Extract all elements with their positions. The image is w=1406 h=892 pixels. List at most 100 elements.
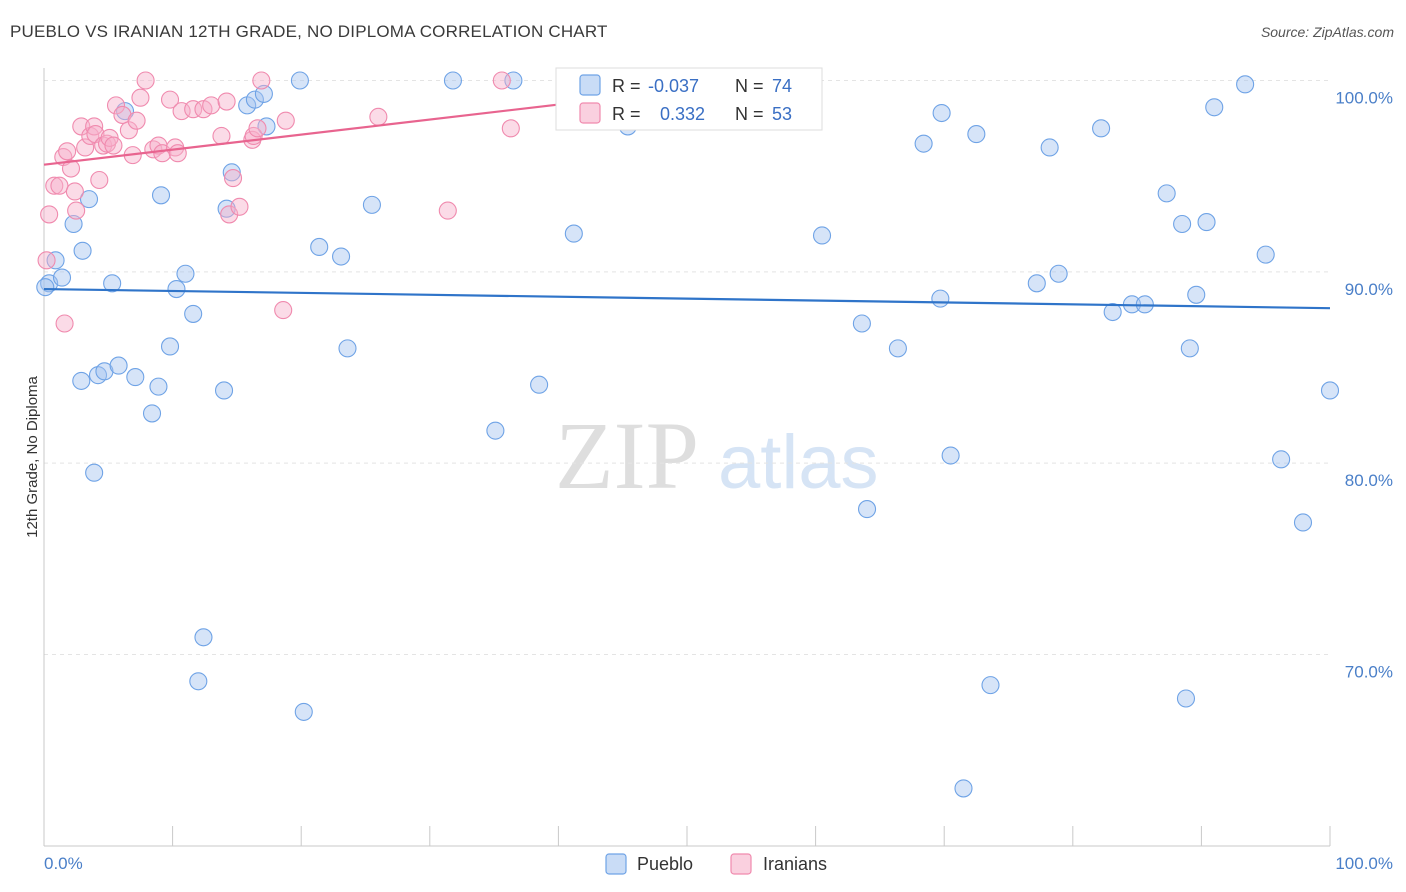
point-iranians (212, 126, 231, 146)
point-pueblo (176, 264, 195, 283)
point-pueblo (362, 195, 381, 214)
point-pueblo (1320, 381, 1340, 400)
point-pueblo (294, 702, 313, 721)
point-pueblo (954, 779, 973, 798)
point-pueblo (290, 71, 309, 90)
point-pueblo (1272, 450, 1291, 469)
point-pueblo (109, 356, 128, 375)
point-pueblo (245, 90, 264, 109)
legend-n-value-pueblo: 74 (772, 76, 792, 96)
bottom-legend-label-iranians: Iranians (763, 854, 827, 874)
legend-n-value-iranians: 53 (772, 104, 792, 124)
point-iranians (220, 205, 239, 224)
point-pueblo (142, 404, 162, 423)
legend-r-label-pueblo: R = (612, 76, 641, 96)
point-iranians (55, 314, 74, 333)
point-pueblo (151, 186, 171, 205)
point-pueblo (486, 421, 505, 440)
x-tick-label-min: 0.0% (44, 854, 83, 873)
point-pueblo (126, 368, 145, 387)
point-pueblo (194, 628, 213, 647)
watermark-atlas: atlas (718, 420, 879, 505)
point-pueblo (981, 676, 1000, 695)
x-axis-ticks (43, 826, 1331, 846)
point-pueblo (257, 117, 276, 136)
point-pueblo (914, 134, 933, 153)
point-iranians (67, 201, 86, 220)
point-pueblo (214, 381, 234, 400)
point-pueblo (931, 289, 950, 308)
point-pueblo (310, 237, 329, 257)
point-pueblo (103, 274, 122, 293)
point-iranians (252, 71, 271, 90)
legend-r-value-pueblo: -0.037 (648, 76, 699, 96)
point-pueblo (338, 339, 357, 358)
point-pueblo (932, 103, 951, 123)
point-pueblo (149, 377, 168, 396)
point-iranians (202, 96, 221, 115)
point-pueblo (79, 190, 99, 209)
series-legend: Pueblo Iranians (605, 853, 827, 875)
point-iranians (492, 71, 511, 90)
y-axis-label: 12th Grade, No Diploma (24, 375, 41, 537)
point-iranians (501, 119, 520, 138)
point-iranians (76, 138, 95, 157)
watermark-zip: ZIP (555, 402, 699, 509)
y-tick-label: 90.0% (1345, 280, 1393, 299)
legend-r-label-iranians: R = (612, 104, 641, 124)
point-pueblo (1205, 98, 1224, 117)
point-pueblo (52, 268, 72, 287)
point-iranians (104, 136, 123, 155)
point-pueblo (189, 672, 208, 691)
y-tick-label: 100.0% (1335, 89, 1393, 108)
point-pueblo (1176, 689, 1196, 708)
point-iranians (131, 88, 150, 107)
point-pueblo (443, 71, 462, 90)
point-iranians (248, 119, 267, 138)
point-iranians (106, 96, 126, 115)
point-iranians (61, 159, 81, 178)
point-iranians (217, 92, 236, 111)
point-iranians (37, 251, 56, 270)
y-tick-label: 70.0% (1345, 663, 1393, 682)
point-pueblo (852, 314, 871, 333)
point-pueblo (1027, 274, 1046, 293)
chart-title: PUEBLO VS IRANIAN 12TH GRADE, NO DIPLOMA… (10, 22, 608, 41)
point-pueblo (85, 463, 104, 482)
point-iranians (184, 100, 203, 119)
point-pueblo (1040, 138, 1059, 157)
point-iranians (274, 301, 293, 320)
point-pueblo (1293, 513, 1313, 532)
point-pueblo (1180, 339, 1199, 358)
point-pueblo (1197, 213, 1216, 232)
point-iranians (276, 111, 295, 130)
point-pueblo (64, 214, 83, 234)
correlation-legend: R = -0.037 N = 74 R = 0.332 N = 53 (555, 67, 823, 131)
point-pueblo (1173, 214, 1192, 234)
point-iranians (369, 107, 388, 126)
point-pueblo (184, 304, 203, 323)
point-iranians (438, 201, 457, 220)
point-pueblo (564, 224, 583, 243)
legend-n-label-iranians: N = (735, 104, 764, 124)
point-pueblo (73, 241, 92, 260)
bottom-legend-swatch-pueblo (605, 853, 627, 875)
point-pueblo (254, 84, 273, 103)
point-iranians (40, 205, 59, 224)
x-tick-label-max: 100.0% (1335, 854, 1393, 873)
point-pueblo (222, 163, 241, 182)
legend-n-label-pueblo: N = (735, 76, 764, 96)
y-tick-labels: 70.0% 80.0% 90.0% 100.0% (1335, 89, 1393, 682)
point-iranians (90, 170, 109, 190)
point-pueblo (941, 446, 960, 465)
point-pueblo (812, 226, 832, 245)
point-pueblo (36, 278, 55, 297)
point-iranians (85, 117, 104, 136)
point-iranians (50, 176, 69, 195)
point-pueblo (167, 280, 186, 299)
point-iranians (160, 90, 180, 109)
trend-line-pueblo (43, 287, 1331, 310)
point-iranians (223, 169, 243, 188)
legend-swatch-iranians (579, 102, 601, 124)
